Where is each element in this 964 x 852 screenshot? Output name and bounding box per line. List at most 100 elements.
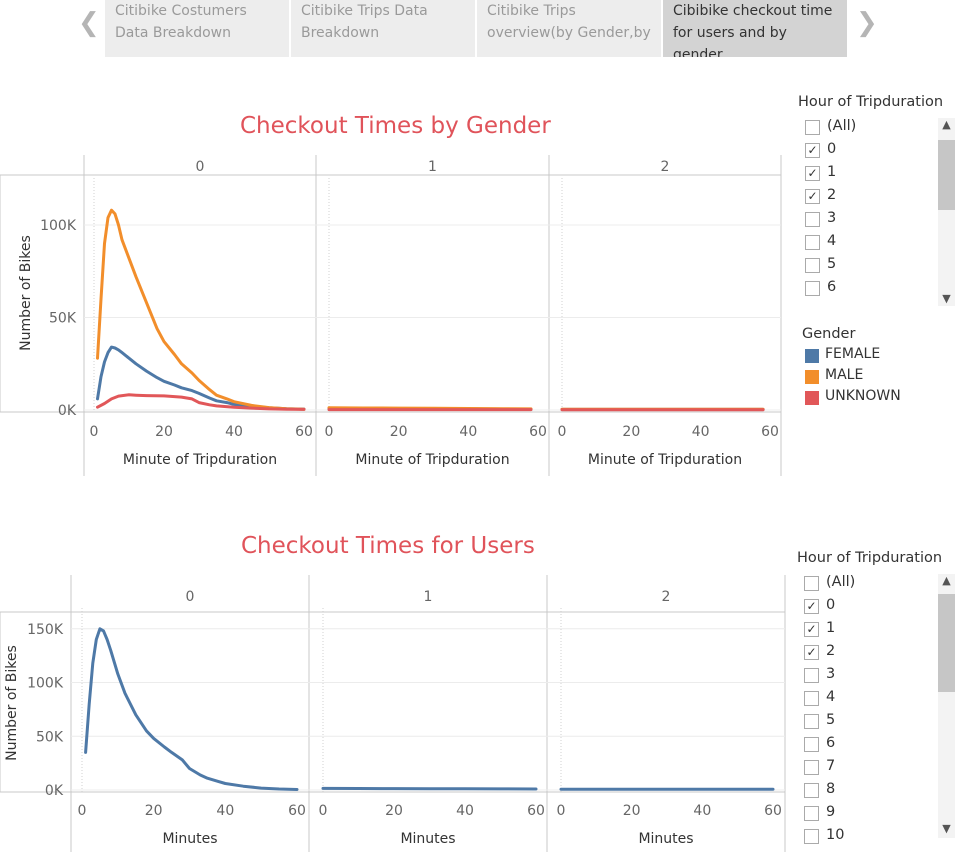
filter-option-label: 2 [827, 187, 837, 203]
checkbox[interactable] [805, 281, 820, 296]
filter-option-label: 4 [827, 233, 837, 249]
series-line-female-panel-0[interactable] [96, 345, 306, 411]
checkbox[interactable]: ✓ [804, 599, 819, 614]
filter-scrollbar[interactable]: ▲ ▼ [938, 574, 955, 838]
series-line-unknown-panel-0[interactable] [96, 393, 306, 411]
filter-scrollbar[interactable]: ▲ ▼ [938, 118, 955, 306]
chevron-left-icon[interactable]: ❮ [78, 8, 100, 38]
tab-trips-overview[interactable]: Citibike Trips overview(by Gender,by [477, 0, 661, 57]
checkbox[interactable] [804, 806, 819, 821]
tab-trips-data[interactable]: Citibike Trips Data Breakdown [291, 0, 475, 57]
series-line-users-panel-0[interactable] [84, 627, 299, 791]
y-tick-label: 0K [58, 403, 77, 419]
legend-swatch [805, 391, 819, 405]
checkbox[interactable] [804, 691, 819, 706]
x-tick-label: 20 [390, 424, 408, 440]
y-tick-label: 100K [40, 218, 77, 234]
tab-checkout-time[interactable]: Cibibike checkout time for users and by … [663, 0, 847, 57]
tab-label-line1: Citibike Trips [487, 3, 576, 19]
filter-option-label: 9 [826, 804, 836, 820]
scrollbar-thumb[interactable] [938, 140, 955, 210]
x-tick-label: 60 [529, 424, 547, 440]
checkbox[interactable] [804, 714, 819, 729]
series-line-male-panel-0[interactable] [96, 208, 306, 411]
x-tick-label: 0 [319, 803, 328, 819]
chevron-down-icon[interactable]: ▼ [942, 822, 951, 835]
panel-header: 1 [428, 159, 437, 175]
hour-filter-1: Hour of Tripduration (All) ✓ 0 ✓ 1 ✓ 2 3 4 5 6 ▲ ▼ [798, 94, 960, 309]
checkbox[interactable] [804, 829, 819, 844]
panel-header: 0 [196, 159, 205, 175]
x-tick-label: 20 [385, 803, 403, 819]
checkbox[interactable] [804, 668, 819, 683]
y-tick-label: 50K [36, 729, 64, 745]
filter-option-label: 0 [827, 141, 837, 157]
checkbox[interactable]: ✓ [805, 143, 820, 158]
x-tick-label: 60 [527, 803, 545, 819]
filter-title: Hour of Tripduration [797, 550, 943, 566]
x-tick-label: 40 [225, 424, 243, 440]
filter-option-label: 3 [827, 210, 837, 226]
filter-option-label: (All) [826, 574, 856, 590]
filter-option-label: 6 [827, 279, 837, 295]
chevron-right-icon[interactable]: ❯ [856, 8, 878, 38]
tab-label-line1: Cibibike checkout time [673, 3, 833, 19]
filter-option-label: (All) [827, 118, 857, 134]
checkbox[interactable]: ✓ [805, 166, 820, 181]
checkbox[interactable] [805, 120, 820, 135]
x-axis-title: Minute of Tripduration [588, 452, 742, 468]
checkbox[interactable]: ✓ [805, 189, 820, 204]
filter-option-label: 1 [827, 164, 837, 180]
tab-label-line1: Citibike Trips Data [301, 3, 428, 19]
x-tick-label: 0 [558, 424, 567, 440]
y-tick-label: 50K [49, 311, 77, 327]
x-tick-label: 0 [90, 424, 99, 440]
legend-swatch [805, 349, 819, 363]
x-axis-title: Minutes [400, 831, 455, 847]
x-tick-label: 0 [325, 424, 334, 440]
checkbox[interactable] [804, 783, 819, 798]
y-axis-title: Number of Bikes [4, 645, 20, 761]
legend-label: MALE [825, 367, 864, 383]
x-tick-label: 40 [693, 803, 711, 819]
filter-option-label: 5 [826, 712, 836, 728]
x-tick-label: 40 [216, 803, 234, 819]
x-tick-label: 60 [764, 803, 782, 819]
y-axis-title: Number of Bikes [18, 235, 34, 351]
chevron-up-icon[interactable]: ▲ [942, 118, 951, 131]
scrollbar-thumb[interactable] [938, 594, 955, 692]
tab-label-line2: Breakdown [301, 25, 380, 41]
x-tick-label: 60 [761, 424, 779, 440]
legend-label: UNKNOWN [825, 388, 901, 404]
chart1-title: Checkout Times by Gender [240, 113, 551, 139]
x-axis-title: Minutes [162, 831, 217, 847]
filter-title: Hour of Tripduration [798, 94, 944, 110]
checkbox[interactable] [805, 258, 820, 273]
checkbox[interactable] [805, 212, 820, 227]
checkbox[interactable] [804, 760, 819, 775]
x-tick-label: 40 [456, 803, 474, 819]
panel-header: 2 [661, 159, 670, 175]
checkbox[interactable]: ✓ [804, 622, 819, 637]
tab-label-line2: for users and by gender [673, 25, 787, 57]
x-tick-label: 20 [155, 424, 173, 440]
x-tick-label: 0 [78, 803, 87, 819]
filter-option-label: 1 [826, 620, 836, 636]
x-tick-label: 0 [557, 803, 566, 819]
chevron-up-icon[interactable]: ▲ [942, 574, 951, 587]
checkbox[interactable] [804, 737, 819, 752]
filter-option-label: 0 [826, 597, 836, 613]
tab-customers-data[interactable]: Citibike Costumers Data Breakdown [105, 0, 289, 57]
x-tick-label: 20 [622, 424, 640, 440]
legend-label: FEMALE [825, 346, 881, 362]
checkbox[interactable] [805, 235, 820, 250]
series-line-users-panel-1[interactable] [321, 786, 538, 791]
x-tick-label: 60 [288, 803, 306, 819]
x-tick-label: 20 [623, 803, 641, 819]
filter-option-label: 2 [826, 643, 836, 659]
chevron-down-icon[interactable]: ▼ [942, 292, 951, 305]
checkbox[interactable] [804, 576, 819, 591]
checkbox[interactable]: ✓ [804, 645, 819, 660]
